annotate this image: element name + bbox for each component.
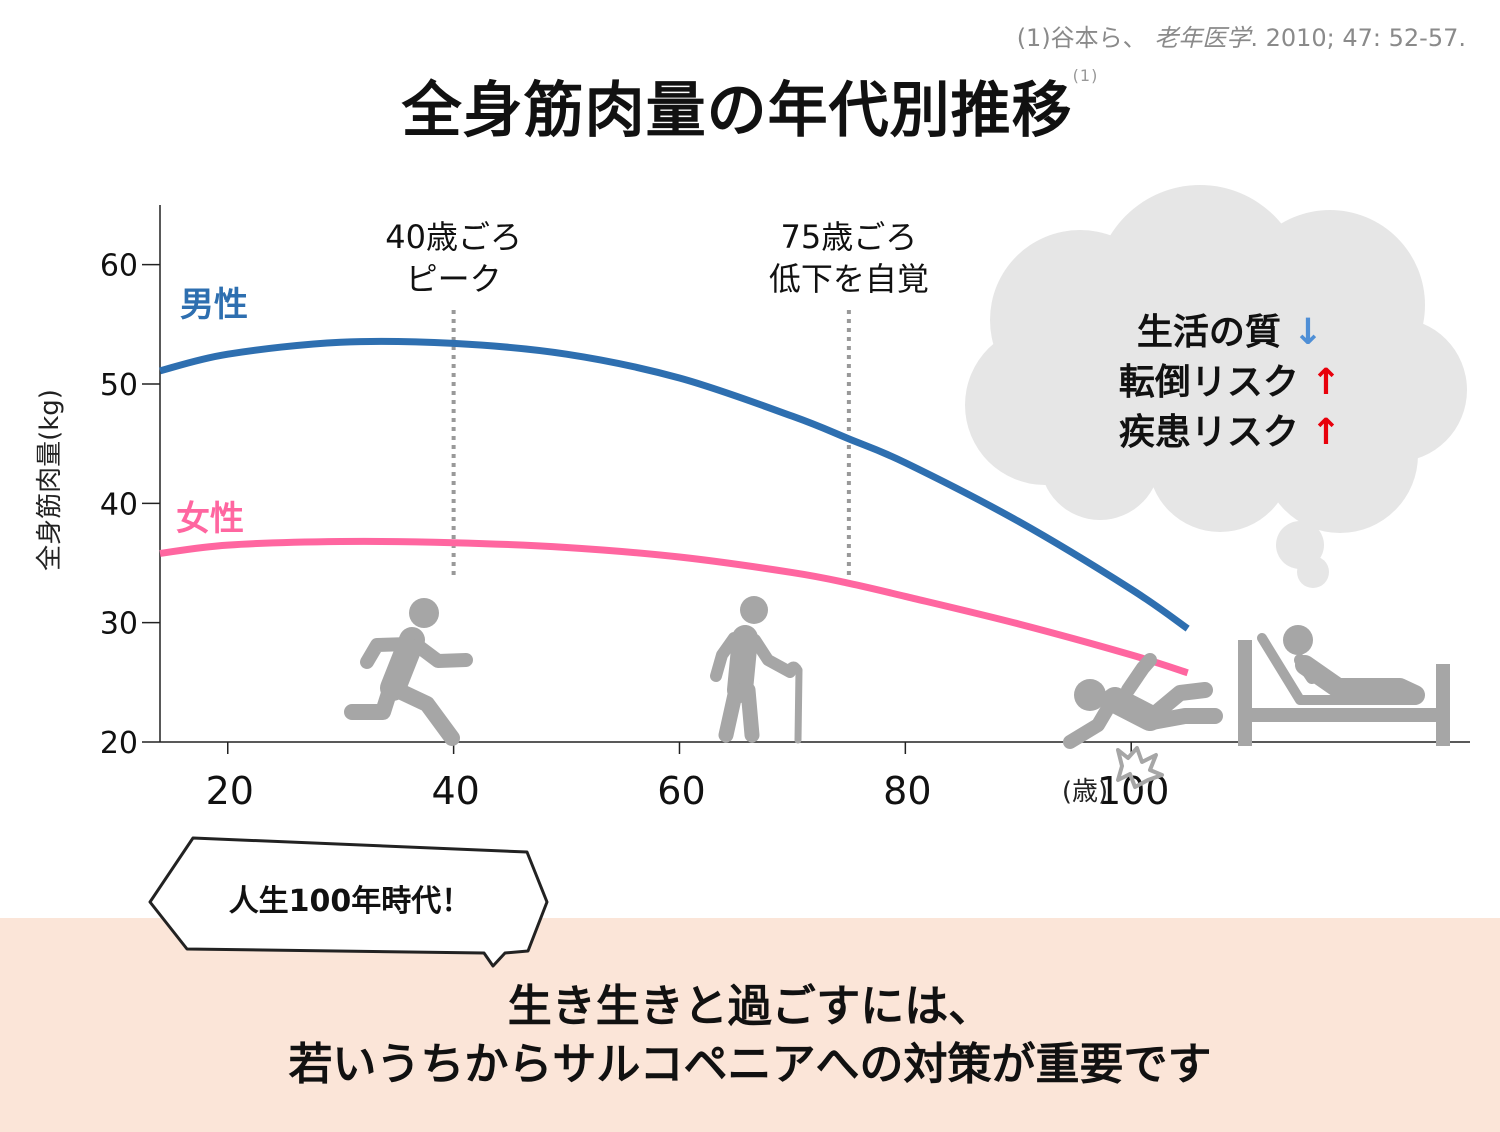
elderly-cane-person-icon <box>710 596 803 744</box>
x-tick-label: 60 <box>657 769 705 813</box>
thought-item-disease-risk: 疾患リスク ↑ <box>1080 408 1380 458</box>
key-message-line-1: 生き生きと過ごすには、 <box>507 981 993 1032</box>
thought-cloud <box>965 185 1467 588</box>
x-ticks: 20 40 60 80 100 <box>206 742 1169 813</box>
citation-authors: (1)谷本ら、 <box>1016 24 1147 52</box>
citation: (1)谷本ら、 老年医学. 2010; 47: 52-57. <box>1017 18 1466 53</box>
thought-item-label: 疾患リスク <box>1118 412 1299 453</box>
y-axis-label: 全身筋肉量(kg) <box>35 389 65 571</box>
x-tick-label: 40 <box>431 769 479 813</box>
callout-text: 人生100年時代！ <box>228 884 472 919</box>
x-tick-label: 20 <box>206 769 254 813</box>
annotation-text: 75歳ごろ <box>781 218 918 256</box>
series-line-female <box>159 537 1189 677</box>
annotation-text: 低下を自覚 <box>769 260 929 298</box>
up-arrow-icon: ↑ <box>1310 412 1342 453</box>
x-axis-unit: (歳) <box>1062 777 1108 807</box>
citation-journal: 老年医学 <box>1154 24 1251 52</box>
up-arrow-icon: ↑ <box>1310 362 1342 403</box>
key-message: 生き生きと過ごすには、 若いうちからサルコペニアへの対策が重要です <box>0 978 1500 1094</box>
running-person-icon <box>344 598 473 746</box>
callout-bubble <box>148 836 549 968</box>
y-tick-label: 30 <box>100 607 138 642</box>
key-message-line-2: 若いうちからサルコペニアへの対策が重要です <box>288 1039 1212 1090</box>
down-arrow-icon: ↓ <box>1292 312 1324 353</box>
y-tick-label: 50 <box>100 368 138 403</box>
annotation-text: ピーク <box>406 260 502 298</box>
citation-details: . 2010; 47: 52-57. <box>1250 24 1466 52</box>
page-title-text: 全身筋肉量の年代別推移 <box>401 76 1073 146</box>
series-line-male <box>159 337 1190 632</box>
thought-item-label: 転倒リスク <box>1118 362 1299 403</box>
thought-item-quality-of-life: 生活の質 ↓ <box>1080 308 1380 358</box>
thought-list: 生活の質 ↓ 転倒リスク ↑ 疾患リスク ↑ <box>1080 308 1380 458</box>
x-tick-label: 80 <box>883 769 931 813</box>
bedridden-person-icon <box>1238 625 1450 746</box>
bottom-band <box>0 918 1500 1132</box>
y-tick-label: 60 <box>100 249 138 284</box>
thought-item-fall-risk: 転倒リスク ↑ <box>1080 358 1380 408</box>
series-label-male: 男性 <box>180 285 248 325</box>
annotation-text: 40歳ごろ <box>385 218 522 256</box>
page-title: 全身筋肉量の年代別推移(1) <box>0 62 1500 149</box>
thought-item-label: 生活の質 <box>1136 312 1281 353</box>
y-tick-label: 20 <box>100 726 138 761</box>
series-label-female: 女性 <box>176 499 244 539</box>
falling-person-icon <box>1063 653 1223 789</box>
y-ticks: 20 30 40 50 60 <box>100 249 160 761</box>
title-reference: (1) <box>1072 66 1099 85</box>
y-tick-label: 40 <box>100 487 138 522</box>
